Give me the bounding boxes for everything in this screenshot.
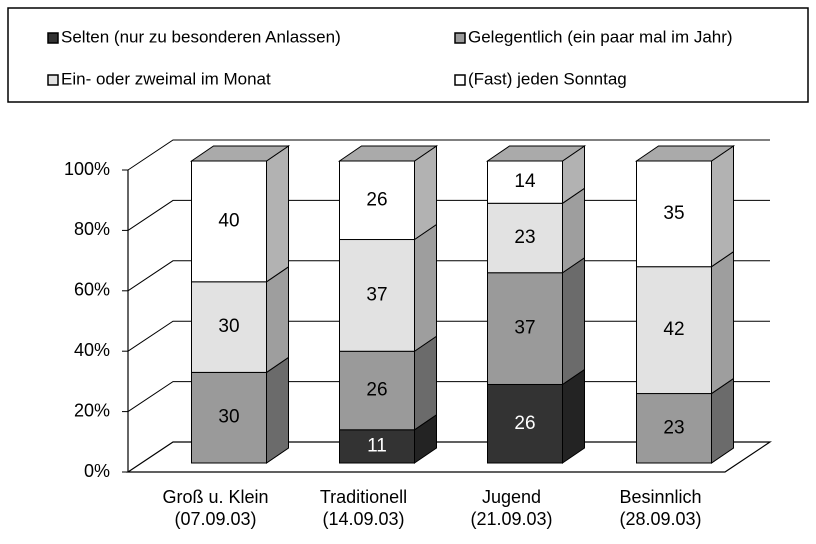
data-label: 26 [366, 380, 387, 401]
legend-label: Ein- oder zweimal im Monat [61, 69, 271, 88]
legend-label: (Fast) jeden Sonntag [468, 69, 627, 88]
legend-swatch [47, 32, 59, 44]
bar-side-shade [414, 414, 437, 463]
bar-top [485, 145, 587, 162]
legend-swatch [454, 74, 466, 86]
y-tick-label: 20% [74, 400, 110, 420]
y-tick-label: 0% [84, 461, 110, 481]
x-tick-label: Jugend (21.09.03) [470, 487, 553, 529]
grid-line [127, 139, 770, 171]
bar-segment [339, 350, 415, 431]
y-tick-label: 60% [74, 280, 110, 300]
bar-side-shade [711, 251, 734, 394]
data-label: 23 [663, 417, 684, 438]
data-label: 30 [218, 316, 239, 337]
data-label: 14 [514, 171, 536, 192]
legend-label: Gelegentlich (ein paar mal im Jahr) [468, 27, 733, 46]
bar-top [337, 145, 439, 162]
bar-segment [191, 160, 267, 283]
data-label: 30 [218, 407, 239, 428]
data-label: 35 [663, 203, 684, 224]
bar-side-shade [414, 336, 437, 430]
bar-segment [339, 239, 415, 352]
bar-top [189, 145, 291, 162]
bar-side-shade [562, 188, 585, 273]
bar-segment [636, 266, 712, 395]
data-label: 37 [514, 318, 535, 339]
data-label: 26 [366, 189, 387, 210]
bar-side-shade [414, 224, 437, 352]
y-tick-label: 40% [74, 340, 110, 360]
bar-side-shade [562, 369, 585, 463]
y-tick-label: 80% [74, 219, 110, 239]
bar-side-shade [711, 146, 734, 267]
bar-side-shade [266, 266, 289, 373]
x-tick-label: Besinnlich (28.09.03) [619, 487, 702, 529]
bar-side-shade [266, 146, 289, 282]
x-tick-label: Traditionell (14.09.03) [319, 487, 408, 529]
bar-side-shade [414, 146, 437, 240]
bar-segment [487, 383, 563, 464]
bar-segment [487, 272, 563, 385]
x-tick-label: Groß u. Klein (07.09.03) [162, 487, 269, 529]
data-label: 23 [514, 227, 535, 248]
bar-side-shade [562, 146, 585, 204]
legend-swatch [454, 32, 466, 44]
data-label: 42 [663, 319, 684, 340]
bar-side-shade [711, 378, 734, 463]
data-label: 37 [366, 284, 387, 305]
bar-segment [636, 393, 712, 464]
legend-box [7, 7, 809, 103]
data-label: 26 [514, 413, 535, 434]
floor [126, 441, 772, 473]
bar-segment [636, 160, 712, 268]
bar-side-shade [266, 357, 289, 463]
legend-label: Selten (nur zu besonderen Anlassen) [61, 27, 341, 46]
y-tick-label: 100% [64, 159, 110, 179]
data-label: 40 [218, 210, 239, 231]
legend-swatch [47, 74, 59, 86]
bar-top [634, 145, 736, 162]
data-label: 11 [367, 435, 387, 456]
bar-side-shade [562, 257, 585, 385]
